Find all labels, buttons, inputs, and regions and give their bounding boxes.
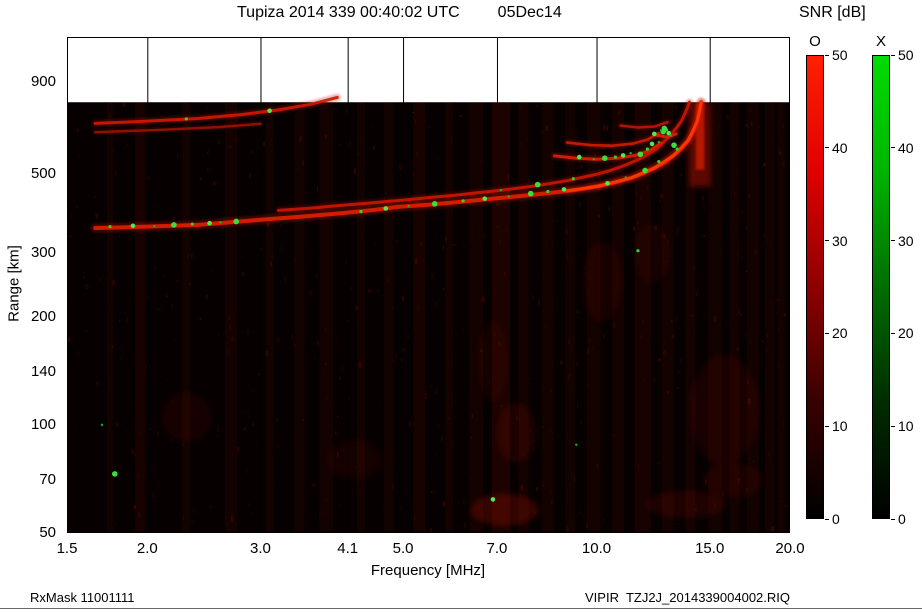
snr-tick-label: 50 [832,47,848,63]
title-date: 05Dec14 [497,4,562,21]
snr-tick-mark [825,425,829,427]
x-colorbar [872,55,890,519]
o-mode-label: O [809,33,821,50]
snr-tick-mark [825,240,829,242]
snr-tick-mark [825,332,829,334]
x-tick-label: 20.0 [775,540,805,557]
x-tick-label: 5.0 [392,540,414,557]
rxmask-text: RxMask 11001111 [30,590,135,605]
x-tick-label: 10.0 [581,540,612,557]
y-tick-label: 300 [30,244,56,262]
snr-tick-mark [891,54,895,56]
snr-tick-mark [825,518,829,520]
snr-tick-mark [891,147,895,149]
snr-tick-mark [891,425,895,427]
filename-text: VIPIR TZJ2J_2014339004002.RIQ [585,590,790,605]
x-tick-label: 4.1 [337,540,359,557]
snr-tick-label: 50 [898,47,914,63]
y-tick-label: 100 [30,415,56,433]
snr-tick-label: 40 [898,139,914,156]
snr-tick-mark [825,54,829,56]
x-tick-label: 7.0 [486,540,508,557]
title-text: Tupiza 2014 339 00:40:02 UTC [237,4,460,21]
o-colorbar [806,55,824,519]
snr-tick-label: 10 [898,418,914,435]
snr-tick-label: 30 [832,232,848,249]
y-tick-label: 140 [30,363,56,381]
snr-tick-label: 30 [898,232,914,249]
x-tick-label: 15.0 [695,540,725,557]
x-tick-label: 1.5 [56,540,78,557]
snr-tick-label: 0 [832,511,840,527]
x-tick-label: 3.0 [250,540,271,557]
snr-tick-label: 20 [898,325,914,342]
y-tick-label: 200 [30,307,56,325]
snr-tick-mark [891,332,895,334]
snr-tick-label: 40 [832,139,848,156]
y-tick-label: 900 [30,72,56,90]
snr-tick-mark [891,240,895,242]
snr-tick-mark [825,147,829,149]
page-title: Tupiza 2014 339 00:40:02 UTC 05Dec14 [237,4,562,22]
ionogram-plot [67,37,790,533]
x-axis-label: Frequency [MHz] [370,562,486,579]
snr-tick-label: 10 [832,418,848,435]
snr-tick-mark [891,518,895,520]
colorbar-title: SNR [dB] [799,4,866,21]
snr-tick-label: 20 [832,325,848,342]
y-tick-label: 50 [39,524,56,541]
snr-tick-label: 0 [898,511,906,527]
y-tick-label: 70 [39,471,56,489]
x-tick-label: 2.0 [136,540,158,557]
bottom-divider [0,608,922,609]
y-tick-label: 500 [30,164,56,182]
x-mode-label: X [875,33,886,50]
